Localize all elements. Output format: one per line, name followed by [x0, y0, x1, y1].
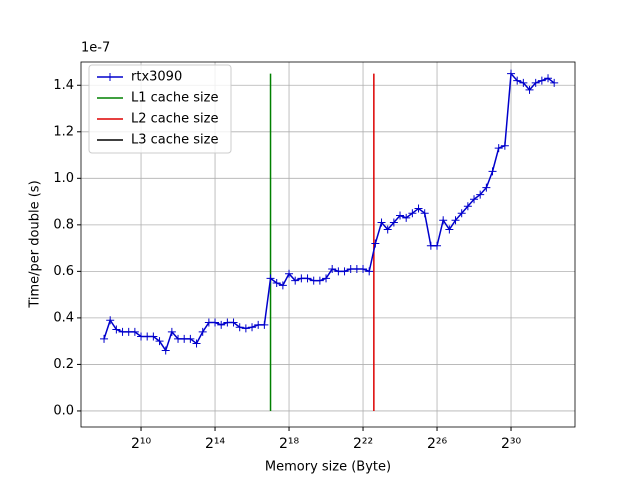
data-point [451, 216, 460, 225]
x-tick-label: 2¹⁸ [279, 436, 300, 452]
data-point [260, 320, 269, 329]
legend-label: L3 cache size [131, 133, 218, 148]
y-tick-label: 1.4 [53, 78, 74, 93]
data-point [149, 332, 158, 341]
data-point [470, 195, 479, 204]
legend-label: rtx3090 [131, 70, 182, 85]
y-tick-label: 1.0 [53, 171, 74, 186]
data-point [112, 325, 121, 334]
data-point [278, 281, 287, 290]
data-point [383, 225, 392, 234]
data-point [525, 85, 534, 94]
data-point [402, 213, 411, 222]
x-tick-label: 2²⁶ [427, 436, 448, 452]
y-tick-label: 0.0 [53, 403, 74, 418]
data-point [377, 218, 386, 227]
data-point [365, 267, 374, 276]
data-point [445, 225, 454, 234]
data-point [266, 274, 275, 283]
data-point [414, 204, 423, 213]
data-point [130, 327, 139, 336]
data-point [167, 327, 176, 336]
data-point [457, 209, 466, 218]
data-point [322, 274, 331, 283]
data-point [285, 269, 294, 278]
data-point [229, 318, 238, 327]
data-point [217, 320, 226, 329]
data-point [519, 78, 528, 87]
data-point [494, 144, 503, 153]
data-point [476, 190, 485, 199]
data-point [550, 78, 559, 87]
data-point [513, 76, 522, 85]
data-point [315, 276, 324, 285]
legend-marker [106, 73, 114, 81]
data-point [463, 202, 472, 211]
axes-frame [80, 61, 576, 428]
data-point [408, 209, 417, 218]
x-axis-label: Memory size (Byte) [265, 460, 391, 475]
x-tick-label: 2²² [353, 436, 373, 452]
data-point [272, 279, 281, 288]
x-tick-label: 2¹⁰ [131, 436, 152, 452]
data-point [507, 69, 516, 78]
data-point [303, 274, 312, 283]
y-tick-label: 0.4 [53, 310, 74, 325]
offset-text: 1e-7 [81, 41, 110, 56]
data-point [291, 276, 300, 285]
data-point [186, 334, 195, 343]
data-point [235, 323, 244, 332]
y-tick-label: 1.2 [53, 124, 74, 139]
y-tick-label: 0.8 [53, 217, 74, 232]
data-point [482, 183, 491, 192]
data-point [531, 78, 540, 87]
data-point [537, 76, 546, 85]
data-point [544, 74, 553, 83]
data-point [100, 334, 109, 343]
legend-label: L2 cache size [131, 112, 218, 127]
legend-box [88, 64, 232, 154]
legend-label: L1 cache size [131, 91, 218, 106]
data-point [328, 265, 337, 274]
x-tick-label: 2³⁰ [501, 436, 522, 452]
y-tick-label: 0.2 [53, 357, 74, 372]
data-point [389, 218, 398, 227]
data-point [340, 267, 349, 276]
data-point [192, 339, 201, 348]
data-point [396, 211, 405, 220]
y-tick-label: 0.6 [53, 264, 74, 279]
data-point [371, 239, 380, 248]
data-point [198, 327, 207, 336]
data-point [106, 316, 115, 325]
data-point [500, 141, 509, 150]
y-axis-label: Time/per double (s) [28, 180, 43, 308]
data-point [359, 265, 368, 274]
data-point [161, 346, 170, 355]
data-point [241, 324, 250, 333]
data-point [433, 241, 442, 250]
data-point [155, 337, 164, 346]
data-point [211, 318, 220, 327]
data-point [439, 216, 448, 225]
data-point [248, 323, 257, 332]
data-point [488, 167, 497, 176]
data-point [420, 209, 429, 218]
x-tick-label: 2¹⁴ [205, 436, 226, 452]
